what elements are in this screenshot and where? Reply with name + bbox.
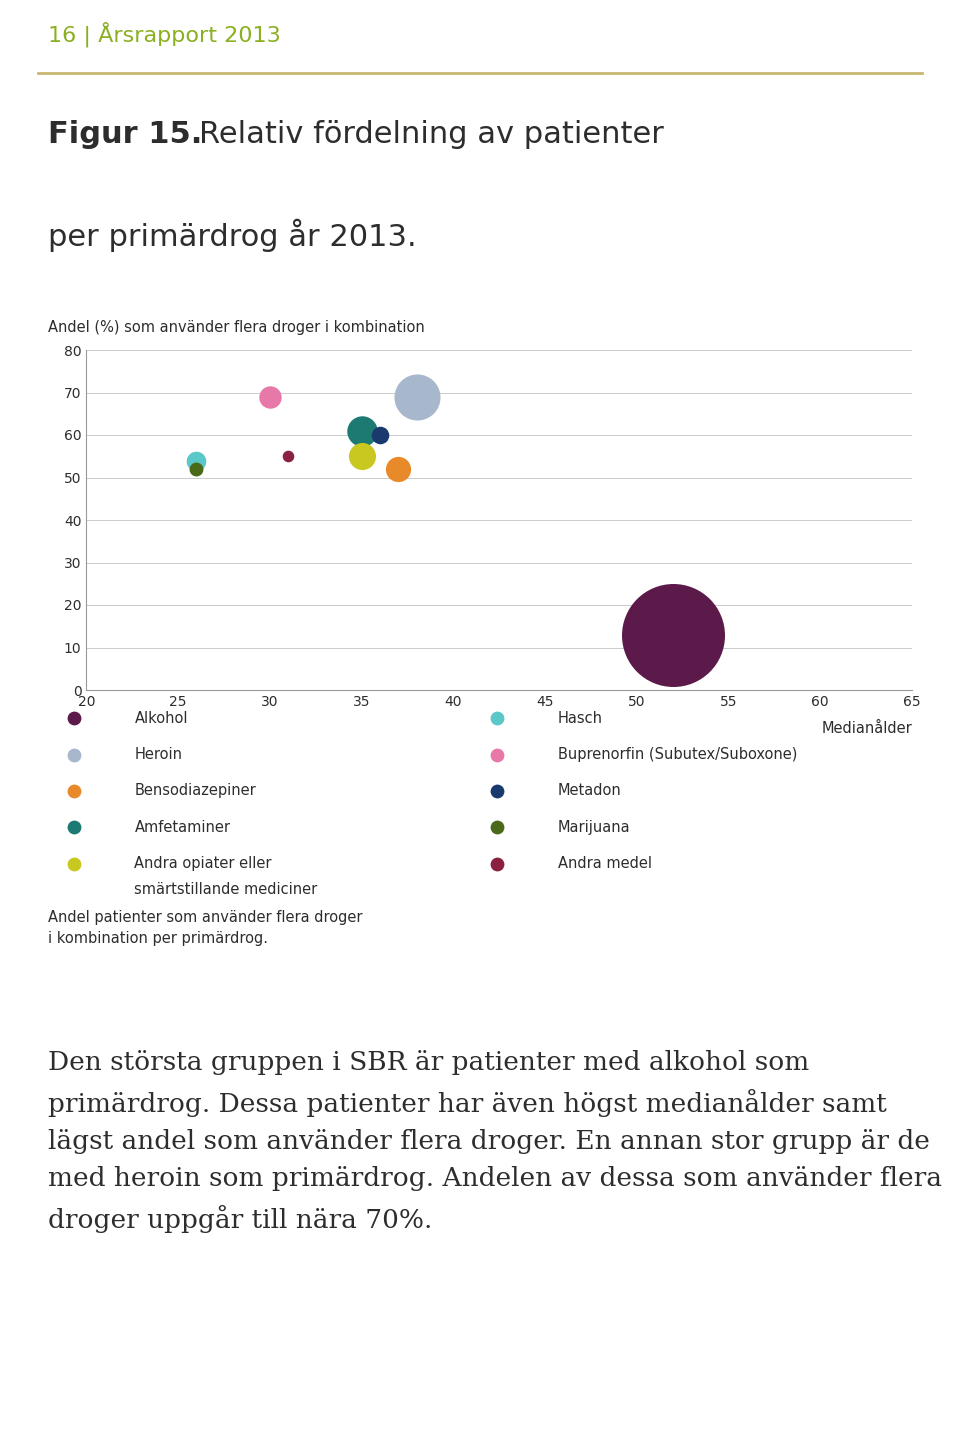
Text: Den största gruppen i SBR är patienter med alkohol som primärdrog. Dessa patient: Den största gruppen i SBR är patienter m… bbox=[48, 1051, 942, 1233]
Text: Alkohol: Alkohol bbox=[134, 710, 188, 726]
Point bbox=[708, 127, 723, 150]
Point bbox=[189, 457, 204, 480]
Text: 16 | Årsrapport 2013: 16 | Årsrapport 2013 bbox=[48, 22, 280, 46]
Point bbox=[372, 424, 388, 447]
Text: Andra opiater eller: Andra opiater eller bbox=[134, 857, 272, 871]
Text: Amfetaminer: Amfetaminer bbox=[134, 820, 230, 835]
Text: Heroin: Heroin bbox=[134, 747, 182, 763]
Text: Marijuana: Marijuana bbox=[558, 820, 631, 835]
Point bbox=[708, 457, 723, 480]
Text: Andra medel: Andra medel bbox=[558, 857, 652, 871]
Text: Relativ fördelning av patienter: Relativ fördelning av patienter bbox=[200, 120, 664, 149]
Text: Bensodiazepiner: Bensodiazepiner bbox=[134, 783, 256, 799]
Text: Hasch: Hasch bbox=[558, 710, 603, 726]
Text: Medianålder: Medianålder bbox=[821, 721, 912, 735]
Text: Andel (%) som använder flera droger i kombination: Andel (%) som använder flera droger i ko… bbox=[48, 320, 424, 336]
Point bbox=[189, 449, 204, 472]
Text: Figur 15.: Figur 15. bbox=[48, 120, 203, 149]
Text: Andel patienter som använder flera droger
i kombination per primärdrog.: Andel patienter som använder flera droge… bbox=[48, 910, 363, 946]
Text: Buprenorfin (Subutex/Suboxone): Buprenorfin (Subutex/Suboxone) bbox=[558, 747, 797, 763]
Point bbox=[354, 444, 370, 467]
Point bbox=[280, 444, 296, 467]
Point bbox=[391, 457, 406, 480]
Point bbox=[262, 385, 277, 408]
Text: Metadon: Metadon bbox=[558, 783, 621, 799]
Text: per primärdrog år 2013.: per primärdrog år 2013. bbox=[48, 218, 417, 252]
Point bbox=[666, 624, 682, 647]
Point bbox=[354, 420, 370, 443]
Point bbox=[409, 385, 424, 408]
Text: smärtstillande mediciner: smärtstillande mediciner bbox=[134, 881, 318, 897]
